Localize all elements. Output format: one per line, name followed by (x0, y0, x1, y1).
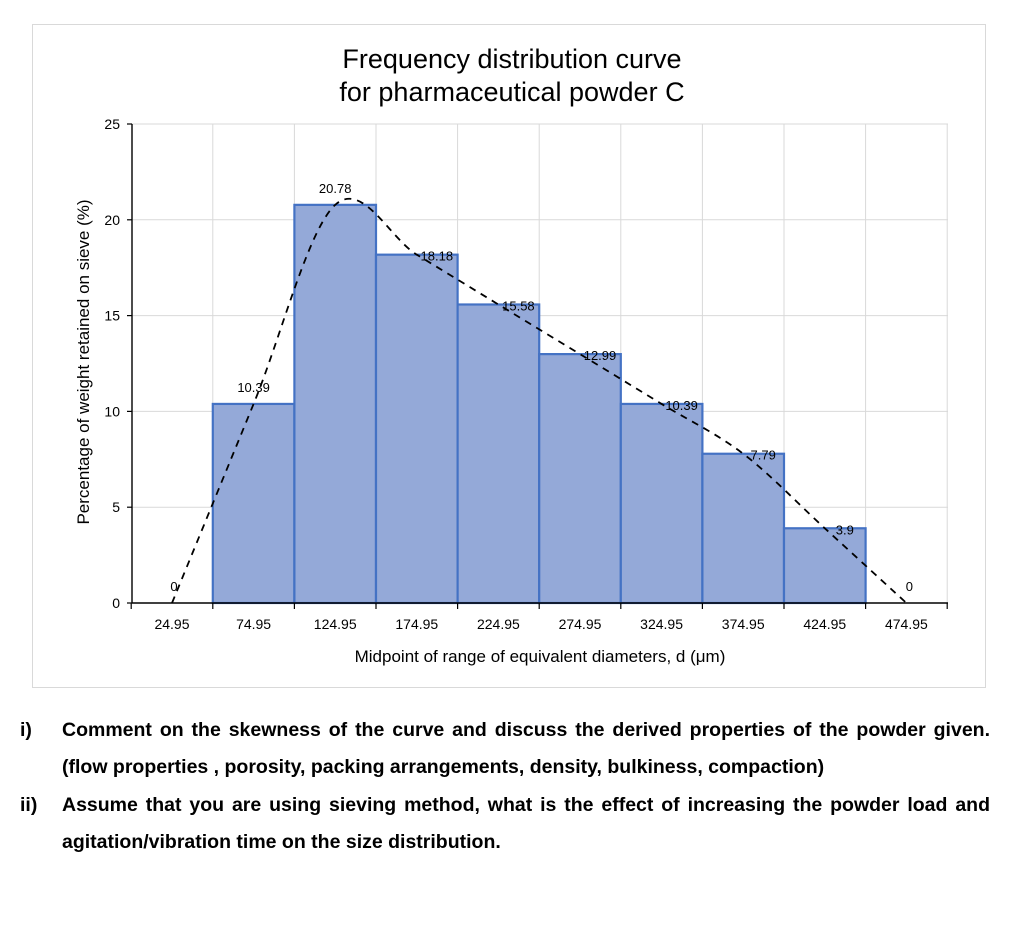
question-number: ii) (20, 794, 38, 816)
bar-value-label: 10.39 (665, 398, 698, 413)
bar-value-label: 20.78 (319, 181, 352, 196)
y-tick-label: 20 (104, 212, 120, 228)
x-tick-label: 474.95 (885, 616, 928, 632)
bar (701, 452, 786, 605)
bar (456, 303, 541, 605)
chart-title-line-1: Frequency distribution curve (342, 44, 681, 74)
x-tick-label: 374.95 (722, 616, 765, 632)
y-axis-title: Percentage of weight retained on sieve (… (74, 199, 93, 524)
chart-title-line-2: for pharmaceutical powder C (339, 77, 684, 107)
dashed-curve (171, 197, 908, 604)
question-1: i) Comment on the skewness of the curve … (20, 712, 990, 786)
curve-start-label: 0 (170, 579, 177, 594)
bar-value-label: 12.99 (584, 348, 617, 363)
bars (211, 203, 867, 605)
question-number: i) (20, 719, 32, 741)
x-tick-label: 124.95 (314, 616, 357, 632)
histogram-chart: Frequency distribution curve for pharmac… (74, 44, 948, 666)
x-tick-label: 424.95 (803, 616, 846, 632)
bar-value-label: 3.9 (836, 522, 854, 537)
bar-value-label: 10.39 (237, 380, 270, 395)
curve-end-label: 0 (906, 579, 913, 594)
bar (782, 527, 867, 605)
question-text: Comment on the skewness of the curve and… (62, 719, 990, 778)
bar (293, 203, 378, 605)
x-tick-label: 324.95 (640, 616, 683, 632)
data-labels: 10.39 20.78 18.18 15.58 12.99 10.39 7.79 3.9 0 0 (170, 181, 913, 594)
bar (211, 402, 296, 605)
bar-value-label: 18.18 (421, 249, 454, 264)
axes: 0 5 10 15 20 25 24.95 74.95 124.95 174.95 224.95 27… (104, 116, 948, 632)
y-tick-label: 5 (112, 499, 120, 515)
bar (374, 253, 459, 605)
y-tick-label: 25 (104, 116, 120, 132)
x-tick-label: 174.95 (395, 616, 438, 632)
question-text: Assume that you are using sieving method… (62, 794, 990, 853)
y-tick-label: 0 (112, 595, 120, 611)
x-tick-label: 24.95 (154, 616, 189, 632)
y-tick-label: 15 (104, 308, 120, 324)
frequency-curve (171, 197, 908, 604)
questions: i) Comment on the skewness of the curve … (20, 712, 990, 862)
bar-value-label: 15.58 (502, 298, 535, 313)
bar (538, 353, 622, 605)
x-tick-label: 224.95 (477, 616, 520, 632)
bar (619, 402, 704, 605)
y-tick-label: 10 (104, 403, 120, 419)
x-tick-label: 74.95 (236, 616, 271, 632)
x-axis-title: Midpoint of range of equivalent diameter… (355, 647, 726, 666)
bar-value-label: 7.79 (751, 448, 776, 463)
question-2: ii) Assume that you are using sieving me… (20, 787, 990, 861)
x-tick-label: 274.95 (559, 616, 602, 632)
